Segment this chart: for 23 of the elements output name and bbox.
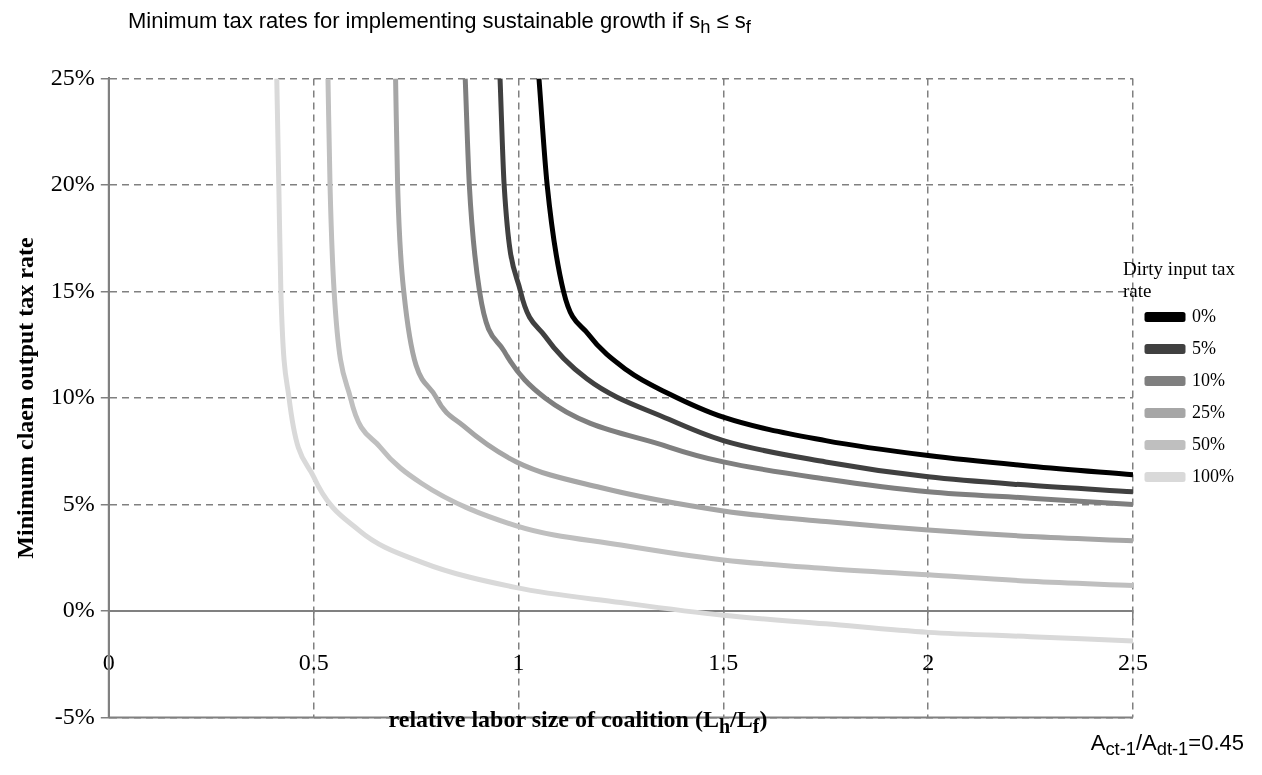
y-tick-label: 25%	[50, 63, 95, 90]
y-tick-label: 15%	[50, 276, 95, 303]
x-tick-label: 1	[512, 648, 525, 675]
x-tick-label: 0.5	[298, 648, 329, 675]
legend-title: Dirty input tax rate	[1123, 258, 1236, 302]
legend-label: 25%	[1192, 401, 1226, 422]
legend-label: 100%	[1192, 465, 1235, 486]
x-tick-label: 2.5	[1118, 648, 1149, 675]
text: A$_{ct-1}$/A$_{dt-1}$=0.45	[1090, 730, 1244, 761]
y-tick-label: 5%	[62, 489, 95, 516]
y-tick-label: 20%	[50, 170, 95, 197]
legend-label: 0%	[1192, 305, 1217, 326]
y-tick-label: 0%	[62, 596, 95, 623]
y-tick-label: -5%	[54, 702, 95, 729]
x-tick-label: 1.5	[708, 648, 739, 675]
chart-title: Minimum tax rates for implementing sustainable growth if s$_{h}$ ≤ s$_{f}$	[128, 8, 751, 39]
y-tick-label: 10%	[50, 383, 95, 410]
x-axis-title: relative labor size of coalition (L$_{h}$/L$_{f}$)	[387, 706, 769, 738]
legend-label: 5%	[1192, 337, 1217, 358]
legend-label: 10%	[1192, 369, 1226, 390]
x-tick-label: 2	[922, 648, 935, 675]
y-axis-title: Minimum claen output tax rate	[11, 237, 38, 559]
legend-label: 50%	[1192, 433, 1226, 454]
